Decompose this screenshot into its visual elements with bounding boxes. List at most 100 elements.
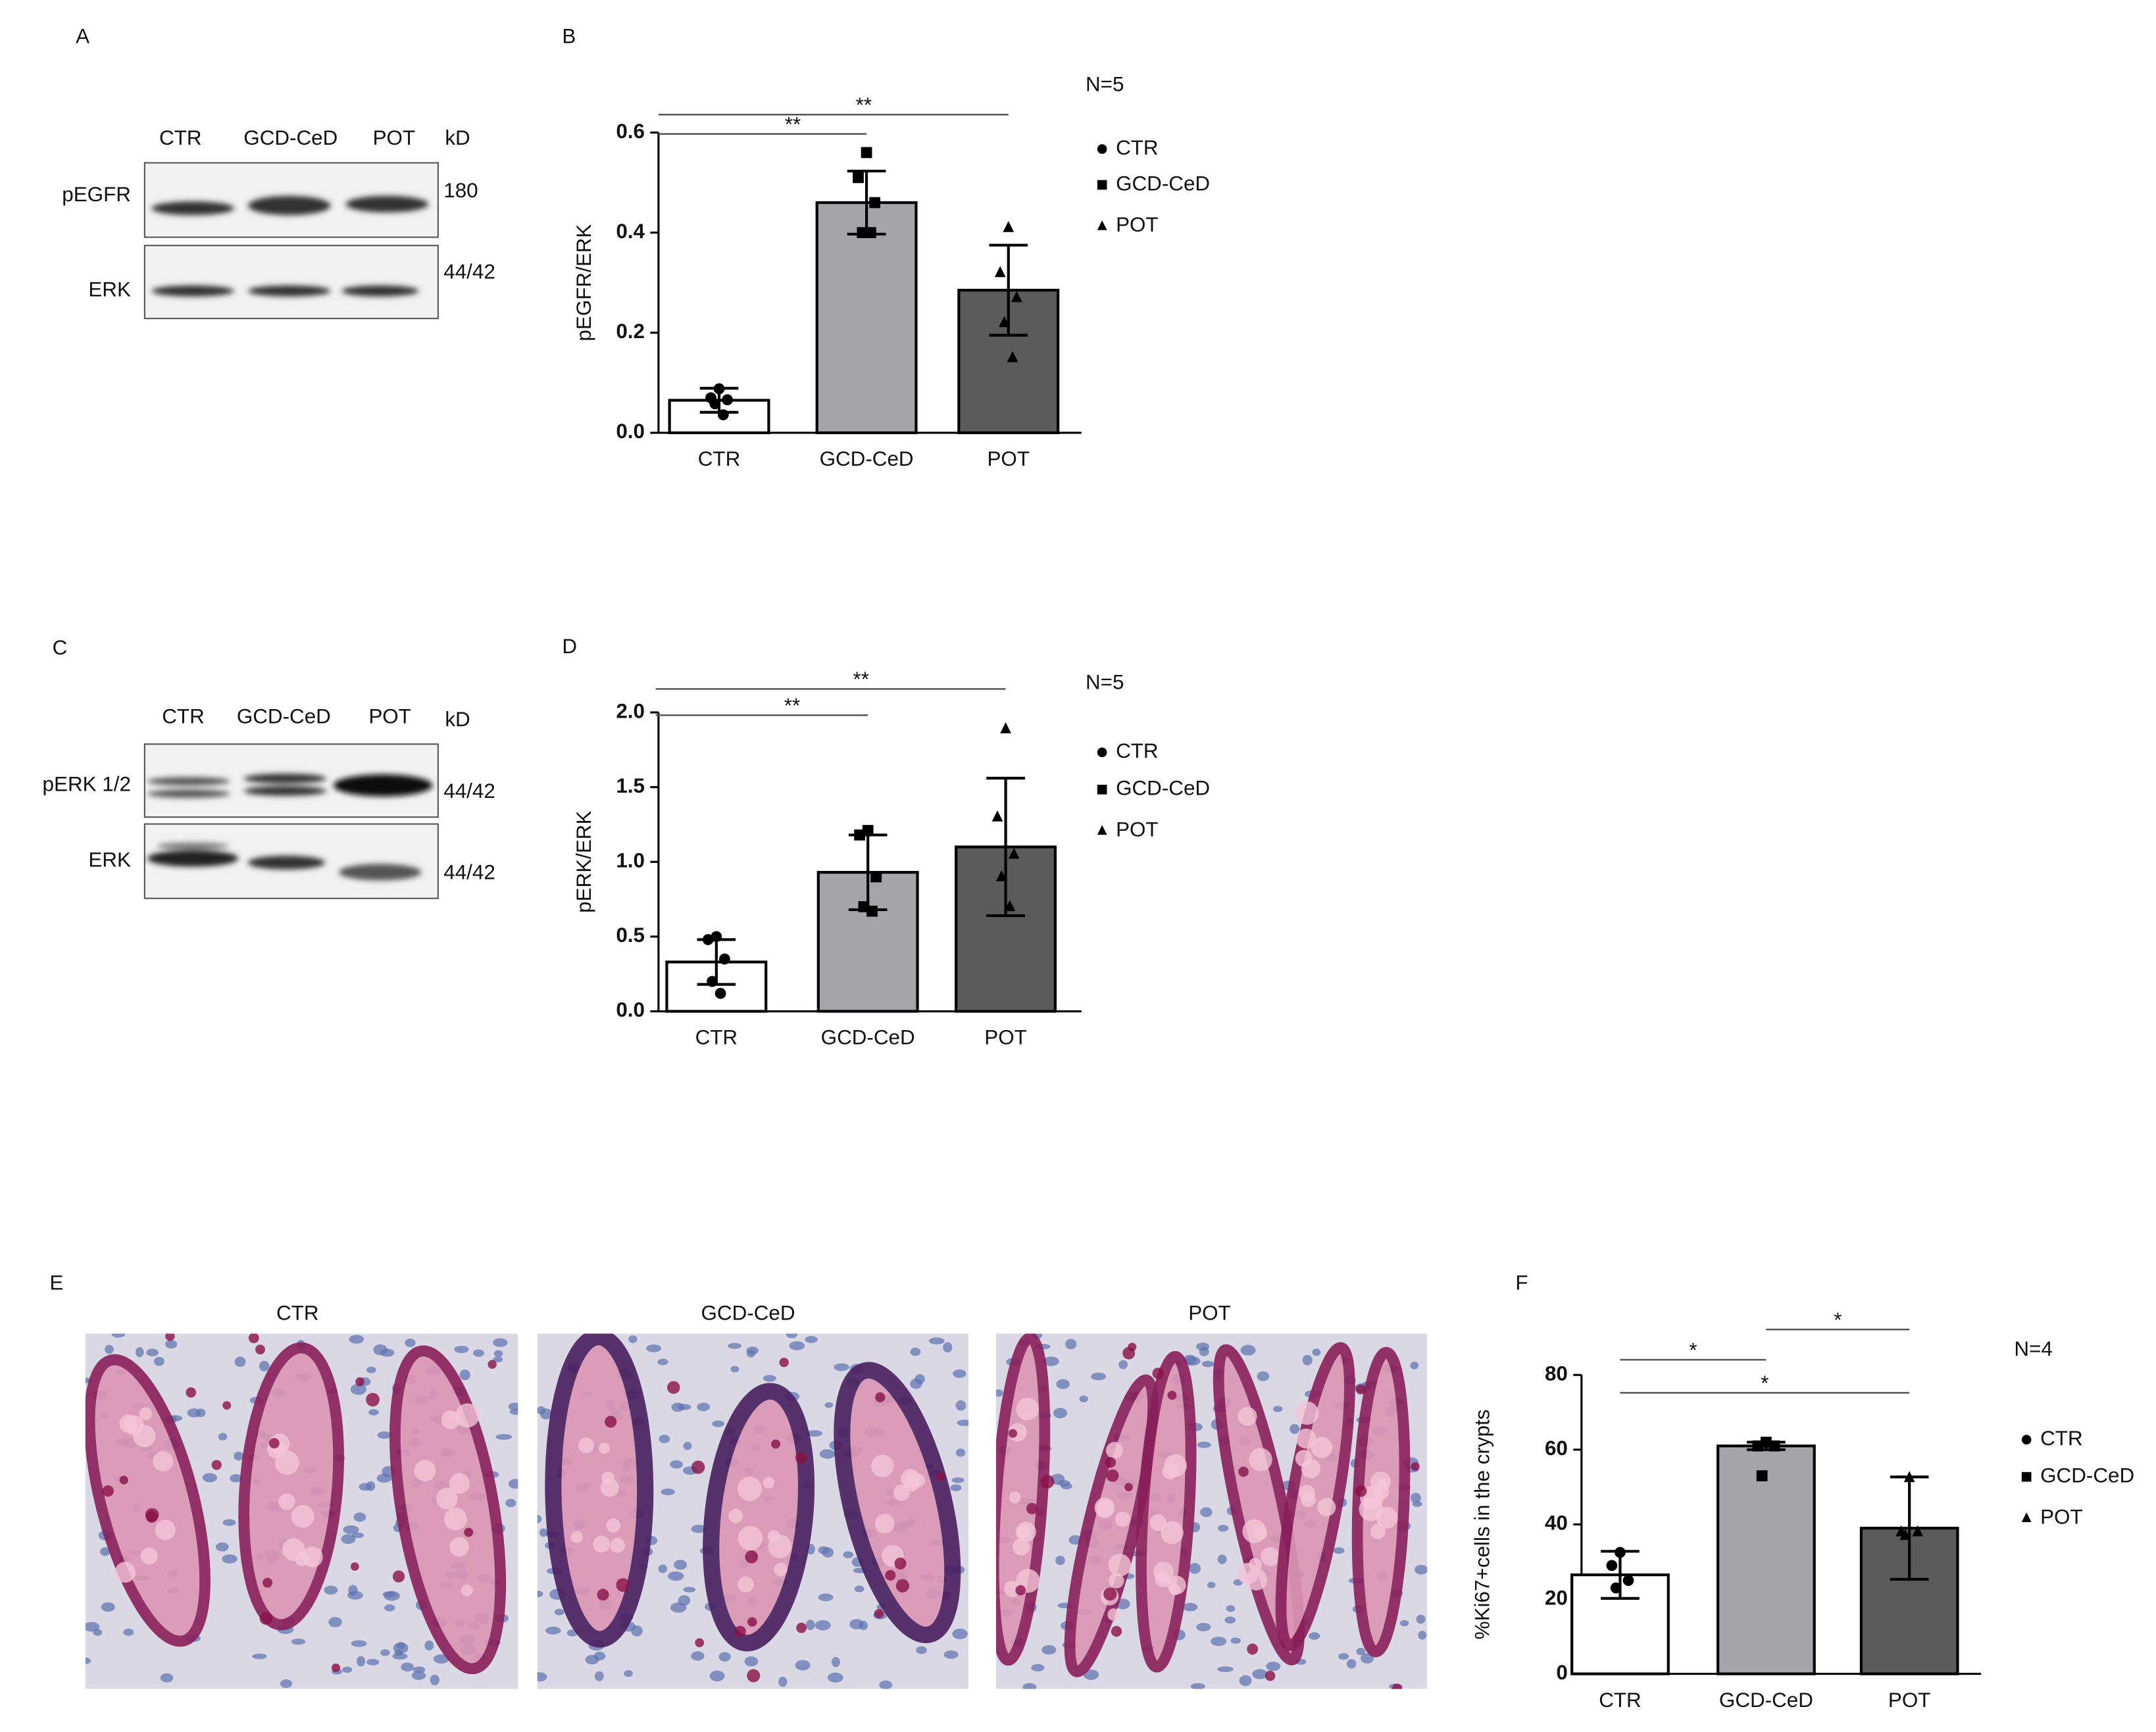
stained-cell [1103,1587,1117,1601]
nucleus [1309,1632,1320,1640]
nucleus [1410,1361,1419,1370]
nucleus [1217,1525,1229,1532]
significance-label: * [1689,1339,1697,1362]
image-title: CTR [276,1301,319,1324]
error-bar [989,243,1028,337]
bands [151,195,429,297]
nucleus [624,1670,634,1677]
point [711,931,722,943]
nucleus [1196,1623,1211,1632]
nucleus [164,1339,178,1349]
significance-label: ** [784,694,800,717]
nucleus [594,1671,604,1681]
goblet [763,1477,775,1489]
nucleus [101,1602,115,1612]
panel-c: C CTR GCD-CeD POT kD pERK 1/2 ERK 44/42 … [43,636,495,899]
stained-cell [695,1638,705,1648]
goblet [1016,1397,1039,1421]
nucleus [1185,1356,1201,1366]
lane-label: POT [373,126,416,149]
nucleus [366,1658,380,1666]
nucleus [1414,1564,1428,1575]
goblet [291,1504,314,1528]
image-content [85,1333,518,1689]
nucleus [953,1369,966,1378]
crypt [1064,1374,1159,1677]
stained-cell [186,1387,197,1398]
point [854,829,865,841]
significance-label: * [1834,1308,1842,1331]
nucleus [744,1656,759,1667]
nucleus [1273,1406,1283,1412]
y-tick-label: 0.0 [616,999,645,1022]
nucleus [424,1640,434,1651]
goblet [443,1507,467,1531]
stained-cell [1040,1474,1055,1489]
nucleus [1056,1379,1070,1389]
goblet [119,1414,138,1433]
nucleus [683,1587,696,1593]
point [717,409,729,420]
nucleus [1022,1683,1037,1689]
lane-label: GCD-CeD [237,705,331,728]
nucleus [646,1344,662,1352]
goblet [1161,1521,1184,1545]
image-title: POT [1188,1301,1231,1324]
nucleus [995,1389,1003,1397]
goblet [1370,1523,1386,1539]
goblet [738,1576,754,1593]
nucleus [1333,1547,1345,1554]
unit-label: kD [445,126,470,149]
goblet [610,1537,626,1553]
nucleus [1346,1659,1357,1669]
nucleus [879,1680,893,1689]
nucleus [1091,1372,1107,1381]
nucleus [1266,1662,1281,1671]
nucleus [1230,1637,1241,1644]
nucleus [353,1512,366,1522]
nucleus [1083,1670,1099,1680]
nucleus [827,1672,843,1683]
nucleus [1416,1614,1426,1624]
nucleus [1043,1356,1059,1366]
nucleus [712,1420,725,1427]
nucleus [493,1350,503,1358]
goblet [1013,1538,1030,1556]
stained-cell [691,1460,705,1474]
band [243,786,327,796]
goblet [1317,1498,1336,1517]
nucleus [593,1651,606,1661]
significance-label: ** [853,668,868,691]
stained-cell [392,1570,405,1583]
goblet [455,1403,480,1428]
goblet [1107,1608,1120,1621]
nucleus [505,1498,516,1508]
row-label: ERK [88,278,131,301]
stained-cell [1265,1670,1276,1681]
goblet [606,1518,621,1533]
y-tick-label: 0.4 [616,220,645,243]
goblet [1245,1568,1268,1591]
nucleus [854,1585,865,1593]
nucleus [824,1402,834,1408]
stained-cell [259,1612,272,1625]
goblet [1295,1401,1319,1425]
histology-image [537,1333,969,1689]
nucleus [943,1342,953,1353]
significance-label: ** [785,112,801,136]
nucleus [1199,1347,1209,1356]
goblet [155,1520,176,1541]
stained-cell [1105,1456,1116,1468]
nucleus [348,1585,358,1596]
goblet [871,1454,894,1477]
band [147,789,230,798]
stained-cell [211,1460,222,1470]
nucleus [916,1646,927,1654]
stained-cell [1111,1625,1122,1637]
nucleus [1197,1441,1211,1448]
nucleus [359,1483,372,1491]
y-tick-label: 0.0 [616,420,645,443]
nucleus [495,1434,513,1440]
stained-cell [597,1589,609,1601]
x-tick-label: CTR [698,447,741,470]
